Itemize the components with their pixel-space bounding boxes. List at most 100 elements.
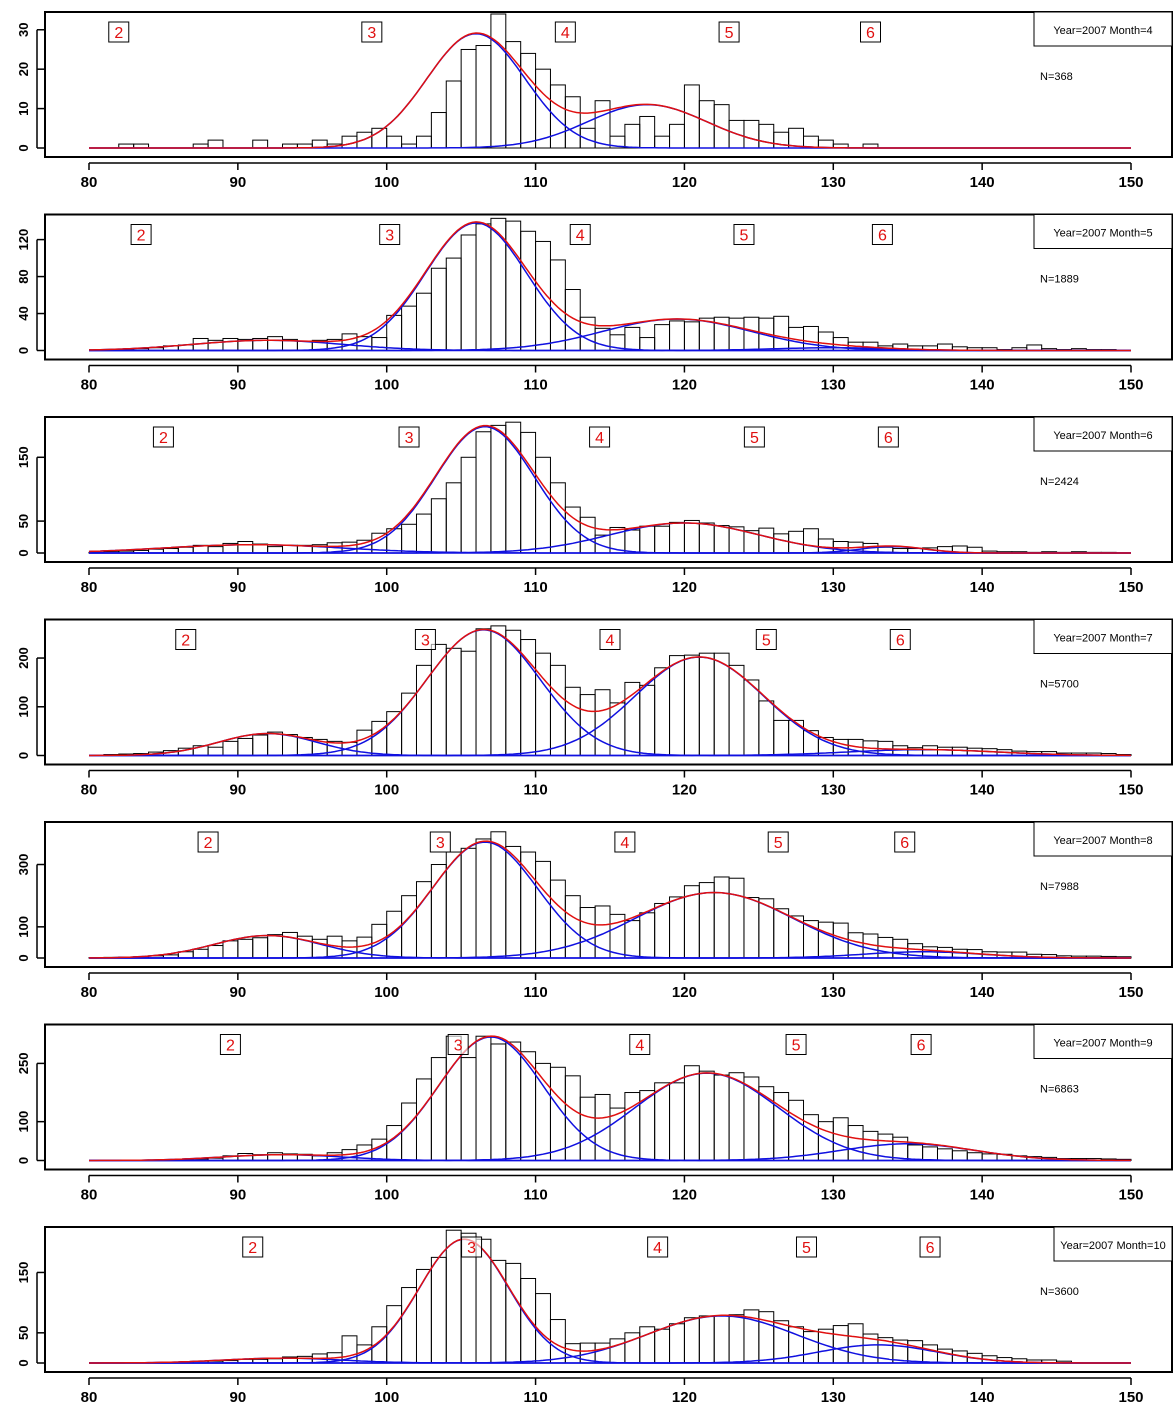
panel-label-box xyxy=(1033,821,1173,857)
histogram-bar xyxy=(847,1323,864,1364)
y-tick-label: 250 xyxy=(16,1053,31,1075)
x-tick-label: 110 xyxy=(523,1187,547,1204)
x-tick-label: 100 xyxy=(374,782,399,799)
x-tick-label: 80 xyxy=(81,984,98,1001)
panel-label-box xyxy=(1033,11,1173,47)
histogram-bar xyxy=(535,860,551,959)
histogram-bar xyxy=(728,877,745,959)
x-tick-label: 80 xyxy=(81,174,98,191)
age-group-label: 2 xyxy=(226,1038,235,1055)
histogram-bar xyxy=(415,1268,432,1364)
mixture-total-curve xyxy=(89,1035,1131,1162)
y-tick-label: 150 xyxy=(16,1262,31,1284)
y-tick-label: 100 xyxy=(16,916,31,938)
x-tick-label: 100 xyxy=(374,377,399,394)
age-group-label: 5 xyxy=(802,1240,811,1257)
age-group-box xyxy=(461,1236,483,1258)
age-group-box xyxy=(647,1236,669,1258)
panel-label: Year=2007 Month=4 xyxy=(1053,25,1152,37)
histogram-bar xyxy=(728,317,745,352)
histogram-bar xyxy=(788,1099,805,1162)
mixture-total-curve xyxy=(89,32,1131,149)
histogram-panel: 0 100 250 80 90 100 110 120 130 140 150 2 3 4 5 6 Year=2… xyxy=(16,1023,1173,1204)
histogram-bar xyxy=(415,1078,432,1162)
plot-frame xyxy=(44,821,1173,968)
y-tick-label: 50 xyxy=(16,1326,31,1340)
histogram-bar xyxy=(415,513,432,554)
histogram-bar xyxy=(624,326,641,351)
histogram-bar xyxy=(237,1153,254,1161)
y-tick-label: 10 xyxy=(16,101,31,115)
histogram-bar xyxy=(966,1152,983,1162)
y-tick-label: 0 xyxy=(16,1157,31,1164)
histogram-bar xyxy=(386,1305,403,1364)
age-group-box xyxy=(242,1236,264,1258)
histogram-bar xyxy=(237,737,254,756)
age-group-box xyxy=(108,21,130,43)
age-group-label: 4 xyxy=(561,25,570,42)
histogram-bar xyxy=(683,84,700,149)
y-tick-label: 30 xyxy=(16,23,31,37)
histogram-bar xyxy=(609,1338,626,1364)
x-tick-label: 120 xyxy=(672,579,697,596)
y-tick-label: 200 xyxy=(16,647,31,669)
age-group-box xyxy=(871,224,893,245)
histogram-bar xyxy=(445,1229,462,1364)
histogram-bar xyxy=(683,1065,700,1162)
histogram-bar xyxy=(490,424,507,554)
x-tick-label: 150 xyxy=(1118,984,1143,1001)
panel-label: Year=2007 Month=8 xyxy=(1053,835,1152,847)
histogram-bar xyxy=(430,267,447,351)
histogram-panel: 0 50 150 80 90 100 110 120 130 140 150 2 3 4 5 6 Year=20… xyxy=(16,1226,1173,1406)
x-tick-label: 110 xyxy=(523,1389,547,1406)
histogram-bar xyxy=(669,655,685,756)
age-group-label: 2 xyxy=(137,228,146,245)
y-tick-label: 0 xyxy=(16,347,31,354)
age-group-box xyxy=(785,1034,807,1055)
x-tick-label: 80 xyxy=(81,1389,98,1406)
histogram-bar xyxy=(505,220,522,351)
age-group-label: 4 xyxy=(620,835,629,852)
histogram-bar xyxy=(594,100,611,149)
sample-size-label: N=1889 xyxy=(1040,274,1079,286)
histogram-bar xyxy=(773,719,790,757)
x-tick-label: 130 xyxy=(821,174,846,191)
age-group-box xyxy=(629,1034,651,1055)
histogram-bar xyxy=(922,745,938,756)
x-tick-label: 120 xyxy=(672,1389,697,1406)
histogram-bar xyxy=(401,305,417,352)
histogram-bar xyxy=(252,139,269,149)
age-group-label: 6 xyxy=(900,835,909,852)
age-group-box xyxy=(614,831,636,853)
histogram-bar xyxy=(669,896,685,959)
age-group-box xyxy=(755,629,777,650)
histogram-bar xyxy=(698,522,715,554)
histogram-bar xyxy=(936,1148,953,1161)
histogram-bar xyxy=(460,847,477,959)
histogram-bar xyxy=(460,234,477,351)
histogram-bar xyxy=(683,519,700,554)
mixture-total-curve xyxy=(89,628,1131,757)
age-group-label: 5 xyxy=(792,1038,801,1055)
age-group-label: 5 xyxy=(762,633,771,650)
histogram-bar xyxy=(490,13,507,149)
plot-frame xyxy=(44,618,1173,766)
histogram-bar xyxy=(654,135,671,149)
mixture-total-curve xyxy=(88,424,1131,554)
histogram-bar xyxy=(728,1072,745,1162)
y-tick-label: 0 xyxy=(16,954,31,961)
histogram-bar xyxy=(192,948,209,959)
histogram-bar xyxy=(773,908,790,959)
histogram-bar xyxy=(520,1277,537,1364)
panel-label: Year=2007 Month=7 xyxy=(1053,633,1152,645)
histogram-bar xyxy=(207,139,224,149)
age-group-box xyxy=(919,1236,941,1258)
age-group-label: 3 xyxy=(385,228,394,245)
histogram-bar xyxy=(654,667,671,756)
age-group-label: 4 xyxy=(653,1240,662,1257)
histogram-bar xyxy=(430,112,447,149)
histogram-bar xyxy=(594,1342,611,1364)
x-tick-label: 130 xyxy=(821,579,846,596)
histogram-bar xyxy=(728,664,745,757)
